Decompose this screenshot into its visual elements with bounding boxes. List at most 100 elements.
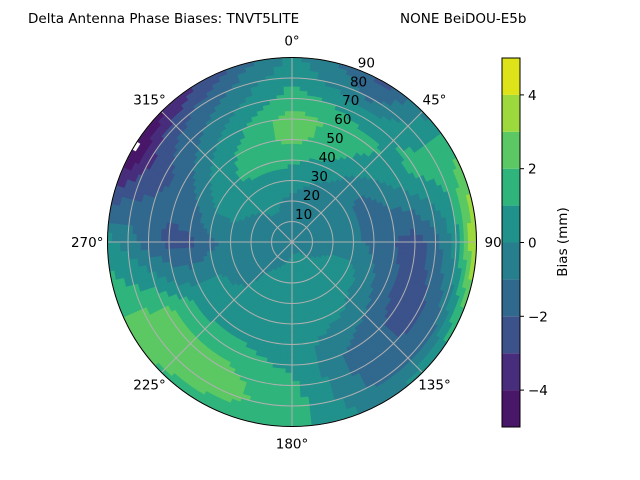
contour-cell: [135, 233, 141, 243]
contour-cell: [160, 234, 166, 243]
contour-cell: [282, 409, 293, 415]
contour-cell: [291, 360, 299, 366]
contour-cell: [418, 241, 424, 250]
contour-cell: [131, 233, 137, 243]
contour-cell: [222, 245, 228, 250]
contour-cell: [285, 352, 293, 358]
contour-cell: [201, 241, 207, 248]
contour-cell: [291, 356, 299, 362]
contour-cell: [152, 234, 158, 243]
contour-cell: [291, 98, 300, 104]
contour-cell: [381, 241, 387, 248]
contour-cell: [385, 236, 391, 243]
contour-cell: [281, 331, 288, 337]
contour-cell: [291, 130, 299, 136]
contour-cell: [360, 233, 367, 239]
contour-cell: [296, 151, 302, 157]
contour-cell: [291, 81, 301, 87]
contour-cell: [281, 335, 288, 341]
contour-cell: [148, 234, 154, 243]
contour-cell: [287, 315, 293, 321]
contour-cell: [291, 380, 300, 386]
contour-cell: [291, 315, 297, 321]
contour-cell: [180, 241, 186, 249]
contour-cell: [426, 234, 432, 243]
contour-cell: [172, 235, 178, 243]
contour-cell: [291, 110, 300, 116]
contour-cell: [291, 65, 302, 71]
contour-cell: [291, 339, 298, 345]
contour-cell: [226, 241, 231, 246]
contour-cell: [284, 368, 293, 374]
contour-cell: [365, 241, 371, 247]
contour-cell: [201, 232, 207, 238]
contour-cell: [373, 237, 379, 243]
contour-cell: [377, 236, 383, 243]
contour-cell: [197, 236, 203, 243]
contour-cell: [156, 234, 162, 243]
contour-cell: [193, 241, 199, 248]
contour-cell: [119, 241, 125, 252]
contour-cell: [139, 241, 145, 251]
contour-cell: [361, 241, 367, 247]
contour-cell: [234, 244, 240, 249]
contour-cell: [284, 376, 293, 382]
contour-cell: [291, 417, 302, 423]
contour-cell: [115, 232, 121, 243]
contour-cell: [139, 233, 145, 243]
contour-cell: [410, 235, 416, 243]
chart-title-right: NONE BeiDOU-E5b: [400, 11, 526, 27]
contour-cell: [463, 241, 469, 252]
contour-cell: [189, 236, 195, 243]
contour-cell: [295, 315, 301, 321]
contour-cell: [197, 241, 203, 248]
contour-cell: [467, 232, 473, 243]
contour-cell: [291, 327, 298, 333]
contour-cell: [288, 303, 293, 308]
contour-cell: [284, 372, 293, 378]
contour-cell: [291, 151, 298, 157]
contour-cell: [353, 241, 358, 246]
contour-cell: [291, 139, 298, 145]
contour-cell: [410, 241, 416, 249]
contour-cell: [291, 352, 299, 358]
contour-cell: [291, 155, 297, 161]
contour-cell: [353, 238, 358, 243]
contour-cell: [357, 241, 363, 246]
contour-cell: [209, 237, 215, 243]
contour-cell: [111, 232, 117, 243]
contour-cell: [443, 241, 449, 251]
contour-cell: [291, 307, 296, 313]
contour-cell: [168, 235, 174, 243]
contour-cell: [291, 311, 297, 317]
contour-cell: [288, 307, 293, 313]
contour-cell: [369, 237, 375, 243]
contour-cell: [197, 231, 203, 238]
contour-cell: [180, 235, 186, 243]
contour-cell: [152, 241, 158, 250]
contour-cell: [459, 241, 465, 252]
contour-cell: [296, 143, 303, 149]
contour-cell: [291, 335, 298, 341]
contour-cell: [430, 241, 436, 250]
contour-cell: [398, 241, 404, 249]
contour-cell: [291, 376, 300, 382]
contour-cell: [291, 171, 296, 177]
contour-cell: [291, 85, 301, 91]
contour-cell: [291, 413, 302, 419]
contour-cell: [291, 409, 302, 415]
contour-cell: [111, 241, 117, 252]
contour-cell: [447, 233, 453, 243]
contour-cell: [377, 246, 383, 252]
contour-cell: [221, 241, 227, 246]
contour-cell: [373, 241, 379, 247]
contour-fill: [107, 57, 477, 427]
contour-cell: [287, 311, 293, 317]
contour-cell: [172, 241, 178, 249]
contour-cell: [398, 235, 404, 243]
contour-cell: [402, 235, 408, 243]
contour-cell: [389, 236, 395, 243]
contour-cell: [189, 241, 195, 248]
contour-cell: [213, 237, 219, 243]
contour-cell: [365, 233, 371, 239]
